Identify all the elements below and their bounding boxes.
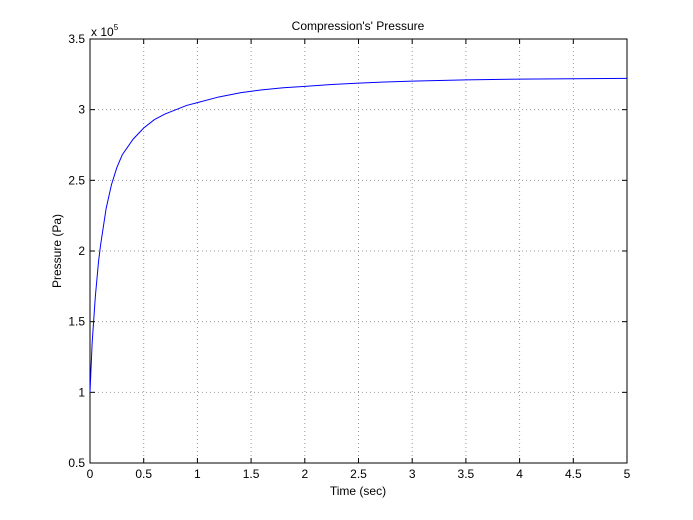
y-multiplier-base: x 10 <box>91 25 114 39</box>
x-tick-label: 0 <box>87 467 94 481</box>
x-tick-label: 4.5 <box>565 467 582 481</box>
x-tick-label: 3 <box>409 467 416 481</box>
y-tick-labels: 0.5 1 1.5 2 2.5 3 3.5 <box>68 32 85 470</box>
x-tick-label: 5 <box>624 467 631 481</box>
series-group <box>89 77 628 393</box>
y-axis-label: Pressure (Pa) <box>50 214 64 288</box>
y-multiplier: x 105 <box>91 23 119 39</box>
x-axis-label: Time (sec) <box>330 484 386 498</box>
series-line <box>89 77 628 393</box>
x-tick-label: 4 <box>516 467 523 481</box>
y-tick-label: 3.5 <box>68 32 85 46</box>
y-tick-label: 2.5 <box>68 173 85 187</box>
x-tick-label: 1 <box>194 467 201 481</box>
y-tick-label: 0.5 <box>68 456 85 470</box>
y-tick-label: 2 <box>78 244 85 258</box>
x-tick-label: 3.5 <box>458 467 475 481</box>
y-tick-label: 1 <box>78 385 85 399</box>
x-tick-label: 2.5 <box>350 467 367 481</box>
x-tick-labels: 0 0.5 1 1.5 2 2.5 3 3.5 4 4.5 5 <box>87 467 631 481</box>
chart-title: Compression's' Pressure <box>292 19 425 33</box>
grid-lines <box>90 39 627 463</box>
y-tick-label: 3 <box>78 103 85 117</box>
x-tick-label: 2 <box>301 467 308 481</box>
x-tick-label: 0.5 <box>135 467 152 481</box>
y-multiplier-exponent: 5 <box>114 23 119 32</box>
y-tick-label: 1.5 <box>68 315 85 329</box>
x-tick-label: 1.5 <box>243 467 260 481</box>
axis-ticks <box>89 38 628 464</box>
